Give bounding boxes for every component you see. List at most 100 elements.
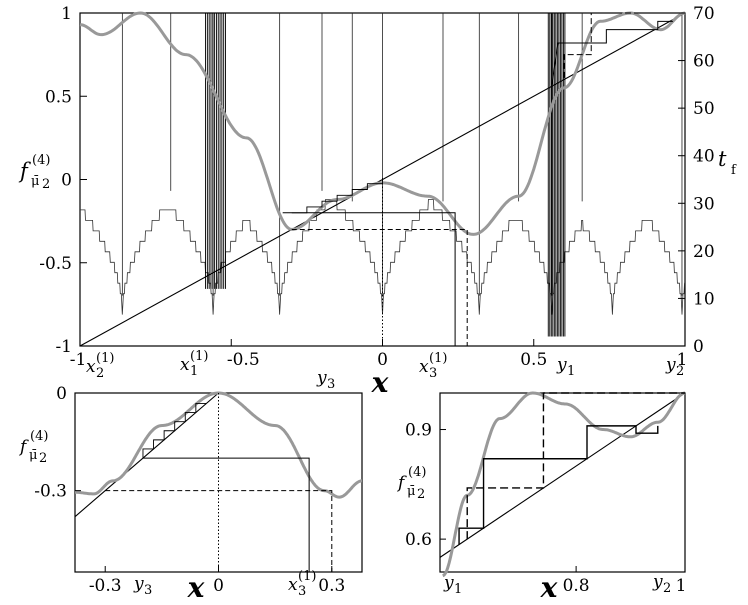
cobweb-stairs bbox=[142, 402, 207, 459]
point-label: x 3(1) bbox=[288, 569, 316, 599]
diagonal-line bbox=[74, 392, 219, 518]
y2-tick-label: 60 bbox=[693, 52, 715, 72]
cobweb-solid bbox=[282, 212, 456, 346]
y-tick-label: -1 bbox=[55, 337, 72, 357]
y-axis-label: f(4) μ̄2 bbox=[18, 429, 48, 466]
x-tick-label: 1 bbox=[677, 350, 688, 370]
y-axis-label-sub: μ̄ bbox=[407, 484, 415, 499]
y-tick-label: -0.3 bbox=[34, 482, 67, 502]
point-label-sub: 2 bbox=[663, 581, 671, 596]
y-tick-label: 0 bbox=[56, 384, 67, 404]
cobweb-dashed bbox=[466, 392, 685, 540]
y-axis-label-sub2: 2 bbox=[417, 487, 425, 502]
point-label-main: y bbox=[443, 573, 454, 593]
y-tick-label: 1 bbox=[61, 4, 72, 24]
y-axis-label-sub2: 2 bbox=[42, 177, 50, 192]
cobweb-solid bbox=[142, 457, 310, 572]
y2-tick-label: 10 bbox=[693, 289, 715, 309]
point-label-main: x bbox=[180, 355, 190, 375]
point-label-sub: 3 bbox=[429, 366, 437, 381]
point-label-sub: 3 bbox=[327, 377, 335, 392]
y-axis-label-main: f bbox=[18, 437, 29, 457]
point-label-main: y bbox=[556, 355, 567, 375]
cobweb-dashed bbox=[105, 490, 333, 572]
point-label-sup: (1) bbox=[298, 569, 316, 584]
map-curve bbox=[442, 391, 686, 578]
y-axis-label-sup: (4) bbox=[408, 465, 426, 480]
y-axis-label-sub: μ̄ bbox=[29, 448, 37, 463]
y-axis-label-main: f bbox=[18, 159, 31, 183]
point-label-sup: (1) bbox=[96, 351, 114, 366]
y2-tick-label: 20 bbox=[693, 242, 715, 262]
x-tick-label: 0 bbox=[213, 576, 224, 596]
point-label-main: x bbox=[288, 575, 298, 595]
y2-tick-label: 30 bbox=[693, 194, 715, 214]
y-tick-label: 0.6 bbox=[405, 530, 432, 550]
point-label-sub: 1 bbox=[567, 364, 575, 379]
y-axis-label-sup: (4) bbox=[32, 153, 50, 168]
y-axis-label: f(4) μ̄2 bbox=[18, 153, 50, 192]
point-label-main: x bbox=[86, 357, 96, 377]
point-label-sub: 2 bbox=[96, 366, 104, 381]
point-label-main: y bbox=[665, 355, 676, 375]
y-axis-label-main: f bbox=[396, 473, 407, 493]
point-label-main: y bbox=[316, 368, 327, 388]
y-tick-label: -0.5 bbox=[39, 254, 72, 274]
x-tick-label: 0.5 bbox=[520, 350, 547, 370]
point-label-sup: (1) bbox=[429, 351, 447, 366]
x-axis-label: x bbox=[540, 571, 558, 604]
point-label-main: y bbox=[133, 574, 144, 594]
x-axis-label: x bbox=[187, 571, 205, 604]
point-label-sub: 1 bbox=[190, 364, 198, 379]
point-label-sub: 1 bbox=[454, 582, 462, 597]
y-axis-label-sup: (4) bbox=[30, 429, 48, 444]
diagonal-line bbox=[439, 392, 686, 558]
escape-time-series bbox=[80, 13, 685, 337]
y-tick-label: 0.9 bbox=[405, 421, 432, 441]
y2-tick-label: 50 bbox=[693, 99, 715, 119]
point-label: x 3(1) bbox=[419, 351, 447, 381]
point-label: x 1(1) bbox=[180, 349, 208, 379]
cobweb-upper-solid bbox=[551, 20, 673, 85]
point-label-sub: 3 bbox=[298, 584, 306, 599]
x-tick-label: 0.8 bbox=[563, 576, 590, 596]
x-tick-label: 0.3 bbox=[318, 576, 345, 596]
y-axis-label-sub: μ̄ bbox=[31, 174, 39, 189]
y2-tick-label: 70 bbox=[693, 4, 715, 24]
point-label-main: y bbox=[652, 572, 663, 592]
cobweb-stairs bbox=[291, 177, 383, 214]
point-label: x 2(1) bbox=[86, 351, 114, 381]
point-label-sup: (1) bbox=[190, 349, 208, 364]
cobweb-solid bbox=[458, 425, 659, 545]
y2-tick-label: 40 bbox=[693, 147, 715, 167]
y2-tick-label: 0 bbox=[693, 337, 704, 357]
x-tick-label: -0.3 bbox=[89, 576, 122, 596]
x-tick-label: -1 bbox=[70, 350, 87, 370]
point-label-main: x bbox=[419, 357, 429, 377]
escape-time-curve bbox=[80, 199, 685, 315]
main-panel: -1-0.500.51-1 0.5 1-0.5 0010203040506070xf(… bbox=[18, 4, 737, 399]
y2-axis-label-sub: f bbox=[731, 163, 737, 178]
x-tick-label: 1 bbox=[676, 576, 687, 596]
point-label-sub: 3 bbox=[144, 583, 152, 598]
point-label-sub: 2 bbox=[676, 364, 684, 379]
y2-axis-label-main: t bbox=[718, 147, 727, 171]
x-tick-label: 0 bbox=[377, 350, 388, 370]
bottom-right-panel: 0.8 10.60.9xf(4)μ̄ 2y 1 y 2 bbox=[396, 391, 687, 604]
y-axis-label-sub2: 2 bbox=[39, 451, 47, 466]
bottom-left-frame bbox=[74, 392, 363, 573]
cobweb-dashed bbox=[291, 228, 468, 346]
y-tick-label: 0 bbox=[61, 171, 72, 191]
x-tick-label: -0.5 bbox=[227, 350, 260, 370]
cobweb-upper-dashed bbox=[563, 12, 679, 78]
y-axis-label: f(4) μ̄2 bbox=[396, 465, 426, 502]
